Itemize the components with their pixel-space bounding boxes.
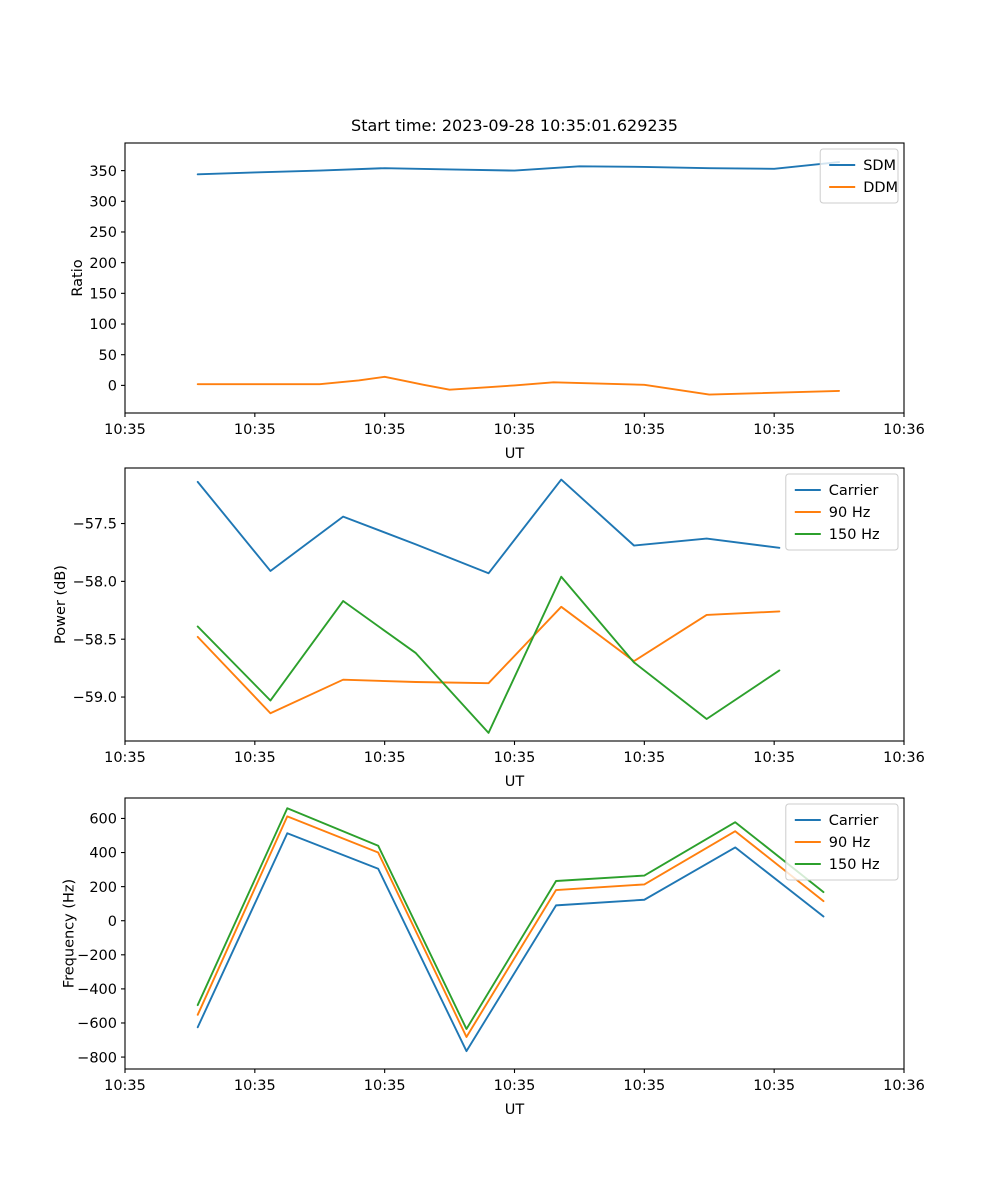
ratio-plot-yticklabel: 350 (89, 164, 117, 180)
power-plot-legend-label-150-hz: 150 Hz (829, 527, 880, 543)
power-plot-yticklabel: −59.0 (73, 690, 117, 706)
power-plot-series-carrier (196, 478, 781, 575)
ratio-plot-series-sdm (196, 161, 841, 176)
frequency-plot-yticklabel: 0 (108, 914, 117, 930)
power-plot-yticklabel: −58.5 (73, 632, 117, 648)
ratio-plot: 10:35 10:35 10:35 10:35 10:35 10:35 10:36 UT 0 50… (70, 116, 925, 462)
power-plot-xticklabel: 10:35 (364, 750, 406, 766)
ratio-plot-xticklabel: 10:35 (623, 422, 665, 438)
ratio-plot-yticklabel: 250 (89, 225, 117, 241)
power-plot-series-150-hz (196, 575, 781, 734)
ratio-plot-legend-label-ddm: DDM (863, 180, 898, 196)
power-plot-xticklabel: 10:35 (494, 750, 536, 766)
ratio-plot-xticklabel: 10:35 (234, 422, 276, 438)
frequency-plot-xticklabel: 10:35 (104, 1078, 146, 1094)
ratio-plot-xticklabel: 10:36 (883, 422, 925, 438)
ratio-plot-xticklabel: 10:35 (753, 422, 795, 438)
ratio-plot-series-ddm (196, 375, 841, 396)
power-plot-legend: Carrier 90 Hz 150 Hz (785, 473, 899, 551)
power-plot-xticklabel: 10:35 (753, 750, 795, 766)
ratio-plot-yticklabel: 150 (89, 287, 117, 303)
ratio-plot-xticklabel: 10:35 (364, 422, 406, 438)
power-plot-xticklabel: 10:35 (104, 750, 146, 766)
frequency-plot: 10:35 10:35 10:35 10:35 10:35 10:35 10:36 UT −80… (61, 797, 925, 1118)
frequency-plot-legend-box (785, 803, 899, 881)
power-plot-series-90-hz (196, 605, 781, 715)
ratio-plot-yticklabel: 0 (108, 379, 117, 395)
ratio-plot-xticklabel: 10:35 (494, 422, 536, 438)
frequency-plot-xlabel: UT (505, 1102, 525, 1118)
power-plot-xticklabel: 10:35 (234, 750, 276, 766)
ratio-plot-legend-box (819, 148, 899, 204)
ratio-plot-legend-label-sdm: SDM (863, 158, 896, 174)
frequency-plot-yticklabel: 600 (89, 812, 117, 828)
frequency-plot-xticklabel: 10:35 (623, 1078, 665, 1094)
frequency-plot-xticklabel: 10:35 (234, 1078, 276, 1094)
power-plot-xlabel: UT (505, 774, 525, 790)
ratio-plot-xlabel: UT (505, 446, 525, 462)
power-plot-legend-box (785, 473, 899, 551)
ratio-plot-data (196, 161, 841, 396)
frequency-plot-yticklabel: 400 (89, 846, 117, 862)
frequency-plot-series-carrier (196, 832, 825, 1053)
power-plot-legend-label-90-hz: 90 Hz (829, 505, 871, 521)
power-plot-yticklabel: −57.5 (73, 517, 117, 533)
power-plot: 10:35 10:35 10:35 10:35 10:35 10:35 10:36 UT −57… (53, 467, 925, 790)
frequency-plot-legend-label-carrier: Carrier (829, 813, 879, 829)
power-plot-ylabel: Power (dB) (53, 565, 69, 644)
frequency-plot-xticklabel: 10:35 (364, 1078, 406, 1094)
ratio-plot-frame (124, 142, 905, 414)
frequency-plot-xticklabel: 10:35 (494, 1078, 536, 1094)
frequency-plot-series-90-hz (196, 815, 825, 1038)
frequency-plot-xticklabel: 10:36 (883, 1078, 925, 1094)
power-plot-data (196, 478, 781, 734)
frequency-plot-legend: Carrier 90 Hz 150 Hz (785, 803, 899, 881)
frequency-plot-yticklabel: −800 (77, 1050, 117, 1066)
frequency-plot-xticklabel: 10:35 (753, 1078, 795, 1094)
power-plot-legend-label-carrier: Carrier (829, 483, 879, 499)
ratio-plot-yticklabel: 300 (89, 194, 117, 210)
ratio-plot-yticklabel: 50 (99, 348, 117, 364)
power-plot-yticklabel: −58.0 (73, 575, 117, 591)
power-plot-xticklabel: 10:35 (623, 750, 665, 766)
power-plot-xticklabel: 10:36 (883, 750, 925, 766)
frequency-plot-ylabel: Frequency (Hz) (61, 879, 77, 988)
frequency-plot-yticklabel: −200 (77, 948, 117, 964)
ratio-plot-yticklabel: 200 (89, 256, 117, 272)
frequency-plot-legend-label-90-hz: 90 Hz (829, 835, 871, 851)
ratio-plot-ylabel: Ratio (70, 259, 86, 296)
frequency-plot-yticklabel: −600 (77, 1016, 117, 1032)
frequency-plot-data (196, 807, 825, 1053)
ratio-plot-yticklabel: 100 (89, 317, 117, 333)
ratio-plot-xticklabel: 10:35 (104, 422, 146, 438)
frequency-plot-yticklabel: −400 (77, 982, 117, 998)
ratio-plot-legend: SDM DDM (819, 148, 899, 204)
frequency-plot-legend-label-150-hz: 150 Hz (829, 857, 880, 873)
frequency-plot-yticklabel: 200 (89, 880, 117, 896)
figure-title: Start time: 2023-09-28 10:35:01.629235 (351, 116, 678, 135)
frequency-plot-series-150-hz (196, 807, 825, 1030)
